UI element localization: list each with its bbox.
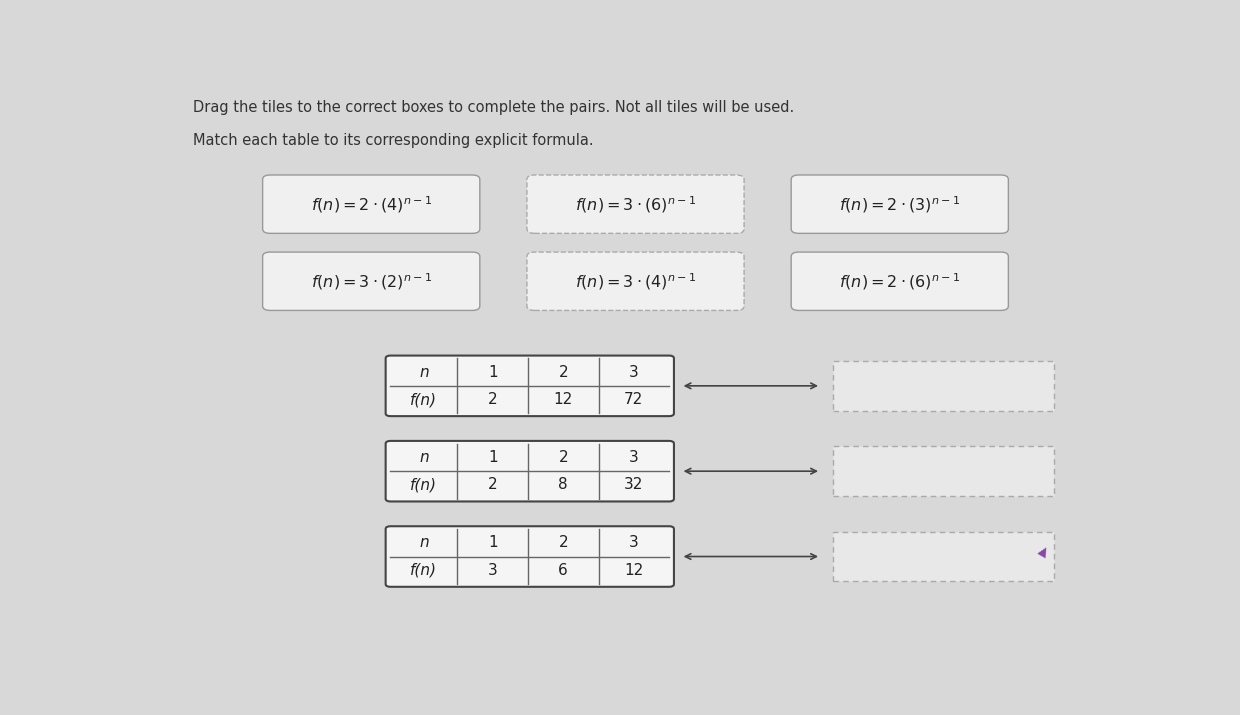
Text: n: n (419, 536, 429, 551)
Text: Drag the tiles to the correct boxes to complete the pairs. Not all tiles will be: Drag the tiles to the correct boxes to c… (193, 100, 795, 115)
Text: $f(n) = 2 \cdot (6)^{n-1}$: $f(n) = 2 \cdot (6)^{n-1}$ (839, 271, 960, 292)
FancyBboxPatch shape (263, 252, 480, 310)
Text: 32: 32 (624, 478, 644, 493)
FancyBboxPatch shape (527, 175, 744, 233)
Text: 2: 2 (487, 478, 497, 493)
Text: $f(n) = 3 \cdot (2)^{n-1}$: $f(n) = 3 \cdot (2)^{n-1}$ (311, 271, 432, 292)
FancyBboxPatch shape (791, 175, 1008, 233)
Text: 3: 3 (487, 563, 497, 578)
Text: $f(n) = 3 \cdot (4)^{n-1}$: $f(n) = 3 \cdot (4)^{n-1}$ (575, 271, 696, 292)
Text: 3: 3 (629, 365, 639, 380)
Text: 2: 2 (558, 450, 568, 465)
Text: 2: 2 (558, 365, 568, 380)
FancyBboxPatch shape (263, 175, 480, 233)
FancyBboxPatch shape (527, 252, 744, 310)
Text: ▲: ▲ (1037, 543, 1052, 559)
FancyBboxPatch shape (832, 446, 1054, 496)
Text: 6: 6 (558, 563, 568, 578)
Text: 12: 12 (624, 563, 644, 578)
Text: 8: 8 (558, 478, 568, 493)
FancyBboxPatch shape (832, 361, 1054, 410)
Text: n: n (419, 450, 429, 465)
Text: f(n): f(n) (410, 563, 438, 578)
Text: f(n): f(n) (410, 478, 438, 493)
FancyBboxPatch shape (386, 355, 675, 416)
Text: $f(n) = 2 \cdot (3)^{n-1}$: $f(n) = 2 \cdot (3)^{n-1}$ (839, 194, 960, 214)
FancyBboxPatch shape (386, 441, 675, 501)
Text: $f(n) = 3 \cdot (6)^{n-1}$: $f(n) = 3 \cdot (6)^{n-1}$ (575, 194, 696, 214)
Text: 3: 3 (629, 536, 639, 551)
Text: $f(n) = 2 \cdot (4)^{n-1}$: $f(n) = 2 \cdot (4)^{n-1}$ (311, 194, 432, 214)
Text: 2: 2 (558, 536, 568, 551)
FancyBboxPatch shape (386, 526, 675, 587)
Text: 72: 72 (624, 392, 644, 407)
Text: 2: 2 (487, 392, 497, 407)
Text: n: n (419, 365, 429, 380)
Text: 1: 1 (487, 365, 497, 380)
Text: 1: 1 (487, 536, 497, 551)
FancyBboxPatch shape (791, 252, 1008, 310)
Text: 1: 1 (487, 450, 497, 465)
Text: f(n): f(n) (410, 392, 438, 407)
FancyBboxPatch shape (832, 532, 1054, 581)
Text: 12: 12 (553, 392, 573, 407)
Text: Match each table to its corresponding explicit formula.: Match each table to its corresponding ex… (193, 134, 594, 148)
Text: 3: 3 (629, 450, 639, 465)
